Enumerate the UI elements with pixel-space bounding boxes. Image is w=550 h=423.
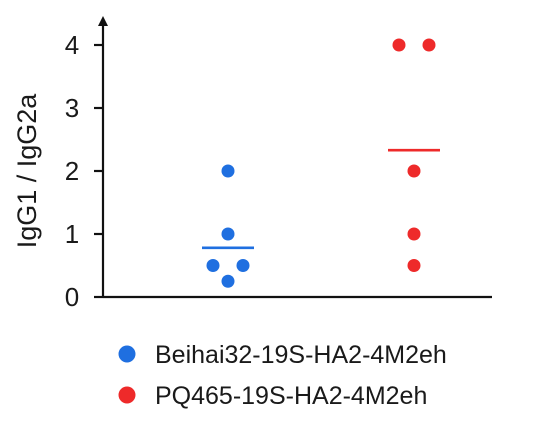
data-point <box>392 38 406 52</box>
y-tick-label: 2 <box>65 156 79 186</box>
legend-marker <box>118 345 136 363</box>
y-axis <box>98 16 108 297</box>
y-tick-label: 1 <box>65 219 79 249</box>
y-axis-label: IgG1 / IgG2a <box>12 93 42 249</box>
y-axis-arrow <box>98 16 108 26</box>
data-point <box>407 259 421 272</box>
mean-lines <box>202 148 440 250</box>
legend: Beihai32-19S-HA2-4M2eh PQ465-19S-HA2-4M2e… <box>118 341 447 410</box>
y-tick-label: 4 <box>65 30 79 60</box>
data-point <box>221 164 235 178</box>
y-ticks: 0 1 2 3 4 <box>65 30 103 312</box>
legend-entry-label: Beihai32-19S-HA2-4M2eh <box>155 341 447 369</box>
y-tick-label: 3 <box>65 93 79 123</box>
data-point <box>206 259 220 272</box>
data-point <box>236 259 250 272</box>
data-points <box>206 38 436 288</box>
data-point <box>221 227 235 241</box>
data-point <box>407 227 421 241</box>
y-tick-label: 0 <box>65 282 79 312</box>
data-point <box>407 164 421 178</box>
data-point <box>422 38 436 52</box>
legend-entry-label: PQ465-19S-HA2-4M2eh <box>155 382 427 410</box>
data-point <box>221 274 235 288</box>
legend-marker <box>118 386 136 404</box>
